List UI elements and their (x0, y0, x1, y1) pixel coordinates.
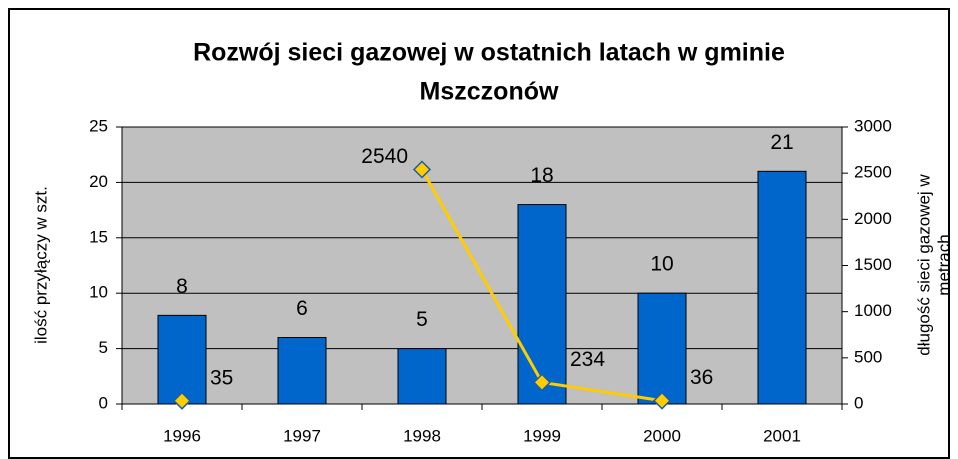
bar (517, 204, 567, 405)
chart-title: Rozwój sieci gazowej w ostatnich latach … (193, 39, 785, 67)
data-label: 10 (650, 253, 673, 276)
y-tick-label: 20 (89, 172, 108, 191)
x-tick-label: 1999 (523, 426, 561, 445)
y2-tick-label: 1500 (854, 255, 892, 274)
data-label: 5 (416, 308, 428, 331)
y-axis-label: ilość przyłączy w szt. (31, 186, 50, 344)
data-label: 234 (570, 348, 605, 371)
data-label: 2540 (361, 145, 408, 168)
y2-tick-label: 3000 (854, 116, 892, 135)
data-label: 35 (210, 366, 233, 389)
y2-tick-label: 2000 (854, 209, 892, 228)
data-label: 18 (530, 164, 553, 187)
y-tick-label: 15 (89, 227, 108, 246)
bar (637, 292, 687, 405)
bar (757, 170, 807, 405)
x-tick-label: 2000 (643, 426, 681, 445)
y2-axis-label: długość sieci gazowej w (914, 174, 933, 356)
x-tick-label: 2001 (763, 426, 801, 445)
bar (397, 348, 447, 405)
x-tick-label: 1997 (283, 426, 321, 445)
x-tick-label: 1996 (163, 426, 201, 445)
bar (157, 314, 207, 405)
line-marker (172, 391, 192, 410)
data-label: 21 (770, 131, 793, 154)
y-tick-label: 25 (89, 116, 108, 135)
line-marker (532, 373, 552, 392)
y-tick-label: 0 (99, 393, 108, 412)
plot-area (121, 126, 843, 405)
data-label: 36 (690, 366, 713, 389)
y-tick-label: 5 (99, 338, 108, 357)
data-label: 6 (296, 297, 308, 320)
y2-tick-label: 2500 (854, 163, 892, 182)
line-marker (412, 160, 432, 179)
y2-axis-label: metrach (934, 234, 953, 295)
line-marker (652, 391, 672, 410)
y-tick-label: 10 (89, 283, 108, 302)
data-label: 8 (176, 275, 188, 298)
y2-tick-label: 0 (854, 393, 863, 412)
chart-title: Mszczonów (420, 78, 559, 106)
y2-tick-label: 500 (854, 347, 882, 366)
bar (277, 337, 327, 405)
y2-tick-label: 1000 (854, 301, 892, 320)
x-tick-label: 1998 (403, 426, 441, 445)
